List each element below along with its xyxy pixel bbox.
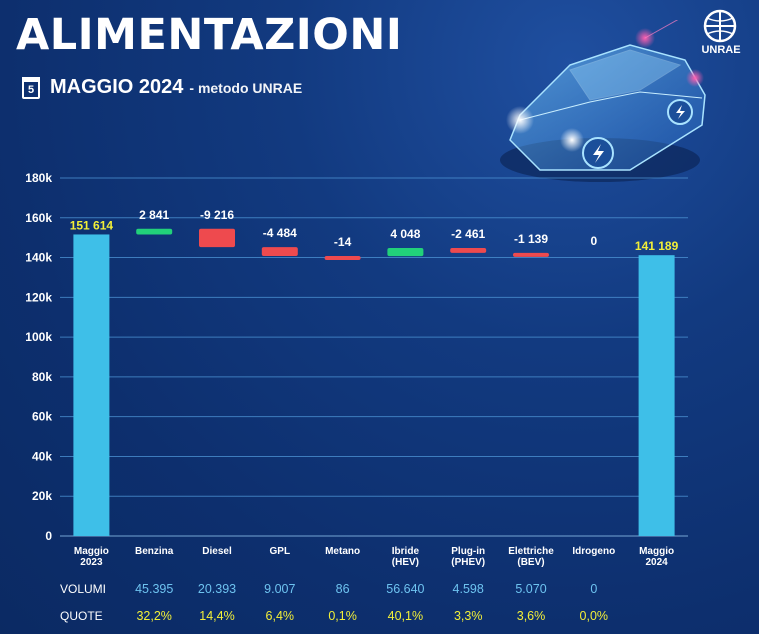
volumi-cell: 0 bbox=[590, 582, 598, 596]
x-tick-label: Ibride bbox=[392, 546, 420, 557]
quote-cell: 6,4% bbox=[265, 609, 295, 623]
bar bbox=[73, 234, 110, 536]
y-tick-label: 180k bbox=[25, 171, 52, 185]
x-tick-label: 2023 bbox=[80, 557, 103, 568]
data-label: -9 216 bbox=[200, 208, 234, 222]
volumi-cell: 20.393 bbox=[197, 582, 237, 596]
subtitle-period: MAGGIO 2024 bbox=[50, 76, 184, 98]
unrae-logo-icon bbox=[703, 9, 737, 43]
x-tick-label: Idrogeno bbox=[572, 546, 615, 557]
y-tick-label: 140k bbox=[25, 251, 52, 265]
volumi-cell: 4.598 bbox=[452, 582, 484, 596]
bar bbox=[261, 247, 298, 257]
x-tick-label: 2024 bbox=[645, 557, 668, 568]
data-label: -14 bbox=[334, 235, 352, 249]
x-tick-label: (BEV) bbox=[517, 557, 544, 568]
page-title: ALIMENTAZIONI bbox=[16, 10, 403, 60]
x-tick-label: Maggio bbox=[639, 546, 674, 557]
electric-car-illustration bbox=[500, 20, 706, 182]
x-tick-label: Plug-in bbox=[451, 546, 485, 557]
subtitle: 5 MAGGIO 2024 - metodo UNRAE bbox=[22, 76, 302, 99]
volumi-cell: 45.395 bbox=[135, 582, 174, 596]
quote-cell: 32,2% bbox=[136, 609, 172, 623]
data-label: -4 484 bbox=[263, 226, 297, 240]
data-label: 4 048 bbox=[390, 227, 420, 241]
x-tick-label: (PHEV) bbox=[451, 557, 485, 568]
y-tick-label: 120k bbox=[25, 290, 52, 304]
y-tick-label: 100k bbox=[25, 330, 52, 344]
subtitle-method: - metodo UNRAE bbox=[189, 79, 303, 96]
volumi-cell: 56.640 bbox=[386, 582, 425, 596]
y-tick-label: 40k bbox=[32, 449, 52, 463]
y-tick-label: 160k bbox=[25, 211, 52, 225]
bar bbox=[387, 248, 424, 257]
data-label: -2 461 bbox=[451, 227, 485, 241]
y-tick-label: 0 bbox=[45, 529, 52, 543]
y-tick-label: 20k bbox=[32, 489, 52, 503]
quote-label: QUOTE bbox=[60, 609, 103, 623]
x-tick-label: Benzina bbox=[135, 546, 174, 557]
logo-text: UNRAE bbox=[701, 44, 741, 56]
bar bbox=[199, 228, 235, 248]
waterfall-chart: 0 20k 40k 60k 80k 100k 120k 140k 160k 180k 151 614… bbox=[25, 171, 688, 568]
volumi-cell: 9.007 bbox=[264, 582, 296, 596]
quote-cell: 0,0% bbox=[579, 609, 609, 623]
quote-cell: 14,4% bbox=[199, 609, 235, 623]
volumi-label: VOLUMI bbox=[60, 582, 107, 596]
data-label: 2 841 bbox=[139, 208, 169, 222]
calendar-icon: 5 bbox=[22, 76, 40, 99]
calendar-day: 5 bbox=[27, 83, 35, 96]
volumi-cell: 86 bbox=[335, 582, 350, 596]
data-label: 0 bbox=[590, 234, 597, 248]
x-tick-label: Maggio bbox=[74, 546, 109, 557]
bar bbox=[450, 248, 487, 253]
x-tick-label: Metano bbox=[325, 546, 360, 557]
data-label: -1 139 bbox=[514, 232, 548, 246]
x-tick-label: Diesel bbox=[202, 546, 232, 557]
x-tick-label: Elettriche bbox=[508, 546, 554, 557]
x-tick-label: GPL bbox=[270, 546, 291, 557]
x-tick-label: (HEV) bbox=[392, 557, 419, 568]
bar bbox=[638, 255, 675, 536]
y-tick-label: 80k bbox=[32, 370, 52, 384]
bar bbox=[136, 228, 173, 235]
data-label: 141 189 bbox=[635, 239, 679, 253]
data-label: 151 614 bbox=[70, 218, 114, 232]
bar bbox=[513, 252, 549, 257]
quote-cell: 3,3% bbox=[453, 609, 483, 623]
bar bbox=[324, 256, 361, 261]
quote-cell: 0,1% bbox=[328, 609, 357, 623]
y-tick-label: 60k bbox=[32, 410, 52, 424]
quote-cell: 3,6% bbox=[516, 609, 546, 623]
quote-cell: 40,1% bbox=[387, 609, 424, 623]
volumi-cell: 5.070 bbox=[515, 582, 547, 596]
